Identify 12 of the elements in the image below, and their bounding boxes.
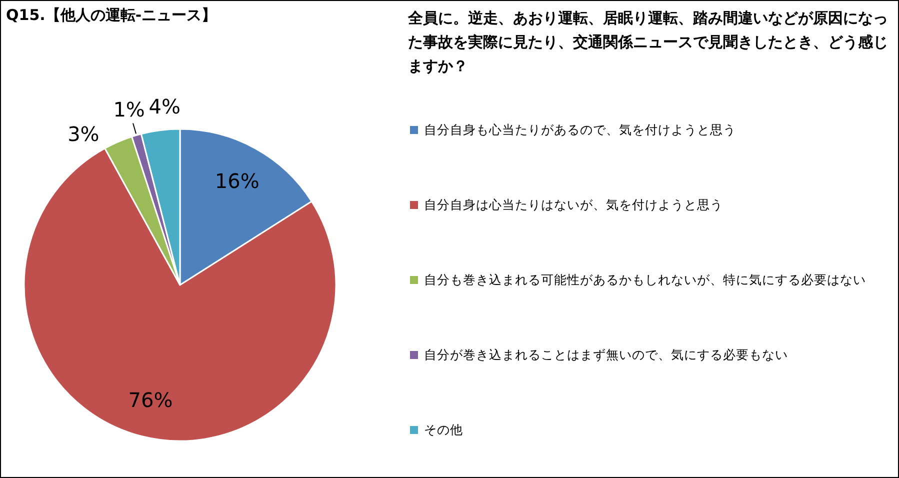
legend-label: 自分自身も心当たりがあるので、気を付けようと思う — [424, 122, 736, 137]
legend-label: 自分も巻き込まれる可能性があるかもしれないが、特に気にする必要はない — [424, 272, 866, 287]
data-label: 16% — [214, 169, 260, 194]
data-label: 3% — [68, 122, 100, 146]
legend-label: 自分が巻き込まれることはまず無いので、気にする必要もない — [424, 347, 788, 362]
legend-label: その他 — [424, 422, 463, 437]
data-label: 1% — [113, 98, 145, 122]
legend-label: 自分自身は心当たりはないが、気を付けようと思う — [424, 197, 723, 212]
data-label: 76% — [128, 388, 173, 412]
chart-title: Q15.【他人の運転-ニュース】 — [6, 6, 217, 25]
chart-subtitle: 全員に。逆走、あおり運転、居眠り運転、踏み間違いなどが原因になった事故を実際に見たり、交通関係ニュースで見聞きしたとき、どう感じますか？ — [408, 8, 889, 77]
data-label: 4% — [148, 94, 181, 118]
